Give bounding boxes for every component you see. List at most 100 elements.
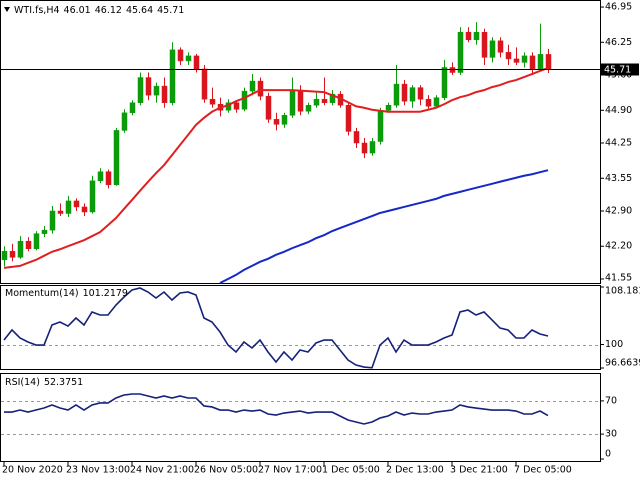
candle-body — [377, 110, 384, 142]
candle-body — [193, 55, 200, 70]
candle-body — [17, 240, 24, 258]
y-tick-label: 46.95 — [605, 2, 632, 13]
candle-body — [321, 98, 328, 103]
candle-body — [73, 200, 80, 208]
candle-body — [81, 206, 88, 213]
candle-body — [273, 119, 280, 125]
price-panel-frame — [0, 0, 601, 284]
y-tick-label: 44.25 — [605, 138, 632, 149]
panel-header: RSI(14) 52.3751 — [5, 377, 83, 388]
candle-body — [369, 141, 376, 154]
candle-body — [257, 80, 264, 97]
candle-body — [249, 80, 256, 92]
candle-body — [393, 83, 400, 106]
candle-body — [297, 89, 304, 112]
indicator-line — [3, 287, 549, 369]
y-tick-label: 100 — [605, 339, 623, 350]
indicator-line — [3, 67, 549, 269]
candle-body — [465, 31, 472, 41]
header-part: 52.3751 — [44, 377, 83, 388]
candle-body — [49, 210, 56, 231]
candle-body — [409, 87, 416, 102]
candle-body — [185, 55, 192, 62]
candle-body — [121, 112, 128, 131]
y-tick-label: 44.90 — [605, 105, 632, 116]
candle-body — [145, 77, 152, 96]
candle-body — [25, 240, 32, 250]
x-tick-label: 7 Dec 05:00 — [514, 465, 572, 476]
header-part: Momentum(14) — [5, 288, 79, 299]
candle-body — [41, 229, 48, 234]
candle-body — [329, 93, 336, 103]
y-tick-label: 70 — [605, 395, 617, 406]
x-tick-label: 1 Dec 05:00 — [322, 465, 380, 476]
x-tick-label: 24 Nov 21:00 — [130, 465, 194, 476]
x-tick-label: 27 Nov 17:00 — [258, 465, 322, 476]
y-tick-label: 108.1813 — [605, 286, 640, 297]
candle-body — [241, 90, 248, 110]
candle-body — [313, 98, 320, 106]
candle-body — [177, 49, 184, 62]
candle-body — [417, 87, 424, 100]
x-tick-label: 23 Nov 13:00 — [66, 465, 130, 476]
candle-body — [361, 142, 368, 154]
candle-body — [353, 131, 360, 144]
header-part: 101.2179 — [83, 288, 128, 299]
candle-body — [137, 77, 144, 103]
header-part: RSI(14) — [5, 377, 40, 388]
candle-body — [233, 102, 240, 110]
candle-body — [97, 171, 104, 182]
candle-body — [209, 98, 216, 105]
header-part: 45.71 — [157, 5, 184, 16]
candle-body — [425, 98, 432, 107]
candle-body — [169, 49, 176, 103]
candle-body — [265, 95, 272, 120]
rsi-panel-frame — [0, 373, 601, 462]
candle-body — [529, 55, 536, 70]
header-part: 45.64 — [126, 5, 153, 16]
candle-body — [545, 54, 552, 70]
candle-body — [153, 85, 160, 96]
y-tick-label: 30 — [605, 429, 617, 440]
current-price-label: 45.71 — [604, 65, 631, 76]
candle-body — [513, 58, 520, 63]
indicator-line — [4, 393, 549, 425]
x-tick-label: 20 Nov 2020 — [2, 465, 63, 476]
candle-body — [1, 251, 8, 261]
header-part: WTI.fs,H4 — [14, 5, 60, 16]
candle-body — [105, 171, 112, 186]
candle-body — [57, 210, 64, 214]
panel-header: WTI.fs,H4 46.01 46.12 45.64 45.71 — [14, 5, 184, 16]
y-tick-label: 42.90 — [605, 205, 632, 216]
candle-body — [113, 130, 120, 186]
candle-body — [33, 233, 40, 250]
y-tick-label: 96.6639 — [605, 358, 640, 369]
candle-body — [481, 31, 488, 58]
candle-body — [433, 97, 440, 107]
candle-body — [345, 104, 352, 132]
panel-header: Momentum(14) 101.2179 — [5, 288, 128, 299]
y-tick-label: 41.55 — [605, 273, 632, 284]
candle-body — [281, 115, 288, 125]
y-tick-label: 42.20 — [605, 241, 632, 252]
momentum-panel-frame — [0, 285, 601, 370]
header-part: 46.12 — [95, 5, 122, 16]
candle-body — [489, 40, 496, 58]
candle-body — [385, 104, 392, 111]
candle-body — [161, 85, 168, 103]
menu-triangle-icon[interactable] — [4, 7, 10, 12]
candle-body — [289, 89, 296, 116]
candle-body — [441, 67, 448, 98]
candle-body — [473, 31, 480, 41]
header-part: 46.01 — [64, 5, 91, 16]
x-tick-label: 26 Nov 05:00 — [194, 465, 258, 476]
y-tick-label: 43.55 — [605, 173, 632, 184]
y-tick-label: 46.25 — [605, 37, 632, 48]
candle-body — [497, 40, 504, 53]
candle-body — [89, 180, 96, 213]
candle-body — [401, 83, 408, 102]
candle-body — [201, 68, 208, 100]
